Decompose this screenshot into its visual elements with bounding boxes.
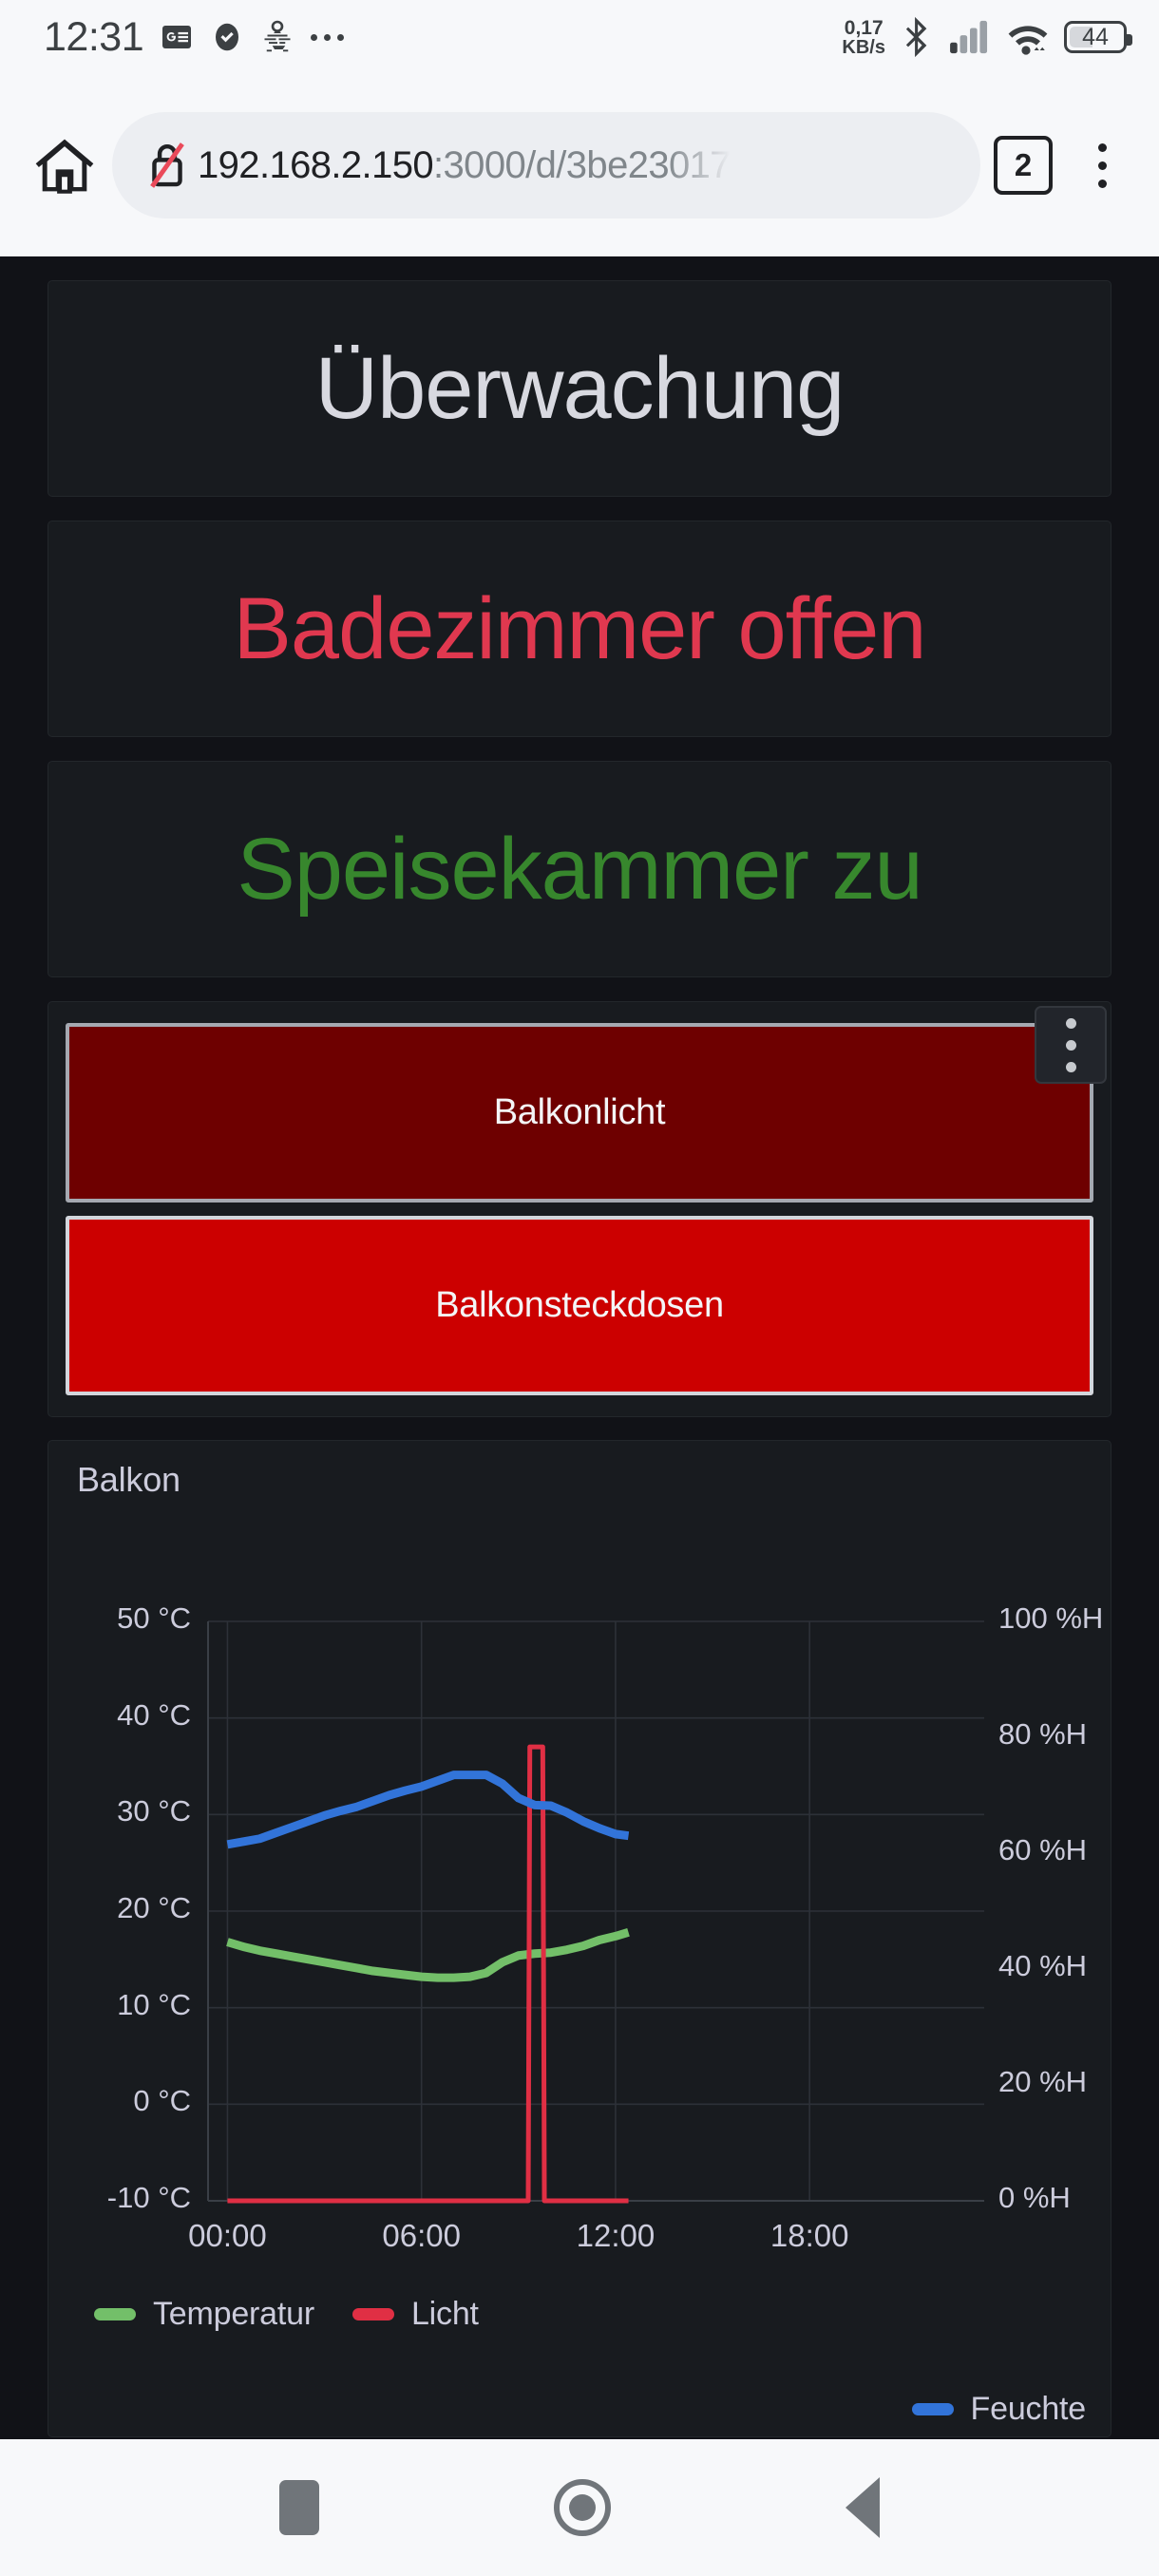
check-badge-icon <box>210 20 244 54</box>
button-group: Balkonlicht Balkonsteckdosen <box>66 1023 1093 1395</box>
insecure-lock-icon[interactable] <box>137 135 198 196</box>
google-news-icon <box>160 20 194 54</box>
x-axis-tick: 06:00 <box>382 2218 461 2253</box>
y-axis-left-tick: -10 °C <box>106 2181 191 2214</box>
legend-label: Feuchte <box>970 2391 1087 2427</box>
y-axis-right-tick: 60 %H <box>998 1833 1088 1866</box>
network-speed-indicator: 0,17 KB/s <box>842 18 885 57</box>
deutsche-post-icon <box>260 18 294 56</box>
battery-fill <box>1070 27 1092 47</box>
stat-value-ueberwachung: Überwachung <box>314 340 846 437</box>
panel-badezimmer[interactable]: Badezimmer offen <box>48 521 1112 737</box>
legend-swatch <box>94 2308 136 2320</box>
legend-item[interactable]: Temperatur <box>94 2296 314 2333</box>
bluetooth-icon <box>899 15 935 59</box>
chart-canvas <box>207 1620 984 2204</box>
y-axis-right-tick: 100 %H <box>998 1601 1104 1635</box>
url-host: 192.168.2.150 <box>198 143 434 186</box>
battery-indicator: 44 <box>1064 21 1132 53</box>
panel-balkon-timeseries[interactable]: Balkon 50 °C 40 °C 30 °C 20 °C 10 °C 0 °C -10 … <box>48 1440 1112 2437</box>
x-axis-tick: 12:00 <box>576 2218 656 2253</box>
y-axis-right-tick: 20 %H <box>998 2065 1088 2098</box>
legend-label: Licht <box>410 2296 479 2332</box>
balkonlicht-button[interactable]: Balkonlicht <box>66 1023 1093 1203</box>
legend-row: Feuchte <box>911 2391 1087 2428</box>
legend-swatch <box>352 2308 394 2320</box>
status-bar-clock: 12:31 <box>44 13 144 60</box>
chart-stage: 50 °C 40 °C 30 °C 20 °C 10 °C 0 °C -10 °C 100 … <box>48 1441 1111 2436</box>
android-status-bar: 12:31 0,17 KB/s 44 <box>0 0 1159 74</box>
android-nav-bar <box>0 2439 1159 2576</box>
back-triangle-icon[interactable] <box>846 2477 881 2538</box>
home-circle-icon[interactable] <box>553 2479 611 2536</box>
chart-title: Balkon <box>77 1460 180 1499</box>
legend-label: Temperatur <box>153 2296 314 2332</box>
legend-swatch <box>911 2403 954 2415</box>
panel-ueberwachung[interactable]: Überwachung <box>48 280 1112 497</box>
y-axis-left-tick: 30 °C <box>117 1794 191 1828</box>
more-notifications-icon <box>311 33 345 41</box>
stat-value-badezimmer: Badezimmer offen <box>233 580 927 677</box>
battery-level-label: 44 <box>1082 23 1109 50</box>
tab-count-button[interactable]: 2 <box>994 136 1053 195</box>
url-path: :3000/d/3be23017 <box>433 143 731 186</box>
network-speed-value: 0,17 <box>844 16 884 39</box>
legend-row: Temperatur Licht <box>94 2296 479 2333</box>
balkonsteckdosen-button[interactable]: Balkonsteckdosen <box>66 1216 1093 1395</box>
y-axis-left-tick: 20 °C <box>117 1891 191 1924</box>
y-axis-left-tick: 40 °C <box>117 1697 191 1732</box>
status-bar-right: 0,17 KB/s 44 <box>842 15 1132 59</box>
legend-item[interactable]: Feuchte <box>911 2391 1087 2428</box>
y-axis-left-tick: 10 °C <box>117 1987 191 2021</box>
grafana-dashboard: Überwachung Badezimmer offen Speisekamme… <box>0 256 1159 2439</box>
panel-speisekammer[interactable]: Speisekammer zu <box>48 761 1112 977</box>
y-axis-right-tick: 80 %H <box>998 1717 1088 1751</box>
stat-value-speisekammer: Speisekammer zu <box>237 821 922 918</box>
y-axis-right-tick: 40 %H <box>998 1949 1088 1982</box>
panel-balkon-buttons: Balkonlicht Balkonsteckdosen <box>48 1001 1112 1417</box>
search-input[interactable]: 192.168.2.150:3000/d/3be23017 <box>112 112 980 218</box>
home-icon[interactable] <box>28 129 101 201</box>
wifi-icon <box>1005 18 1051 56</box>
overflow-menu-icon[interactable] <box>1074 129 1130 201</box>
status-bar-left: 12:31 <box>44 13 345 61</box>
x-axis-tick: 00:00 <box>188 2218 267 2253</box>
legend-item[interactable]: Licht <box>352 2296 479 2333</box>
y-axis-left-tick: 50 °C <box>117 1601 191 1635</box>
network-speed-unit: KB/s <box>842 36 885 58</box>
recents-square-icon[interactable] <box>278 2480 319 2535</box>
y-axis-left-tick: 0 °C <box>133 2084 191 2118</box>
url-text[interactable]: 192.168.2.150:3000/d/3be23017 <box>198 144 731 187</box>
browser-toolbar: 192.168.2.150:3000/d/3be23017 2 <box>0 74 1159 256</box>
cellular-signal-icon <box>948 19 992 55</box>
x-axis-tick: 18:00 <box>770 2218 849 2253</box>
panel-menu-icon[interactable] <box>1035 1006 1107 1084</box>
y-axis-right-tick: 0 %H <box>998 2181 1071 2214</box>
